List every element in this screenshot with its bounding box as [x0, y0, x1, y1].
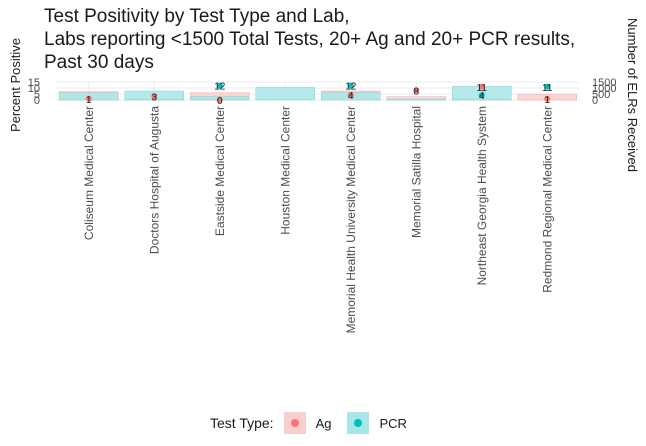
x-tick-label: Memorial Health University Medical Cente…	[344, 106, 358, 333]
legend-dot-ag	[290, 419, 299, 427]
point-pcr-2	[216, 82, 223, 89]
y-tick-label: 10	[28, 83, 40, 95]
legend-label-ag: Ag	[315, 415, 332, 431]
chart-title-line-3: Past 30 days	[44, 52, 154, 73]
y-tick-label: 0	[34, 95, 40, 107]
x-tick-label: Northeast Georgia Health System	[475, 106, 489, 285]
point-ag-2	[216, 97, 223, 103]
point-ag-6	[478, 83, 485, 90]
x-axis-labels: Coliseum Medical Center Doctors Hospital …	[82, 106, 555, 334]
legend-key-pcr	[347, 412, 370, 434]
point-label-ag-0: 1	[86, 95, 92, 106]
x-tick-label: Doctors Hospital of Augusta	[147, 106, 161, 254]
point-label-pcr-6: 4	[479, 91, 485, 102]
point-label-ag-7: 1	[544, 95, 550, 106]
bar-pcr-3	[255, 87, 315, 101]
y2-tick-label: 1000	[592, 83, 616, 95]
chart-title-line-2: Labs reporting <1500 Total Tests, 20+ Ag…	[44, 29, 575, 50]
legend-dot-pcr	[354, 419, 363, 427]
point-label-ag-1: 3	[151, 92, 157, 103]
point-label-ag-6: 11	[477, 83, 488, 94]
legend-label-pcr: PCR	[379, 415, 407, 431]
y2-tick-label: 500	[592, 89, 610, 101]
x-tick-label: Redmond Regional Medical Center	[540, 106, 554, 293]
point-ag-4	[347, 92, 354, 99]
point-ag-0	[85, 95, 92, 102]
y-axis-title: Percent Positive	[8, 38, 23, 132]
point-label-pcr-2: 12	[214, 82, 226, 93]
legend-item-ag: Ag	[283, 412, 332, 434]
point-label-pcr-4: 12	[345, 82, 357, 93]
point-ag-7	[544, 95, 551, 102]
point-ag-1	[151, 93, 158, 100]
chart-title: Test Positivity by Test Type and Lab, La…	[44, 6, 575, 73]
point-label-pcr-7: 11	[542, 83, 553, 94]
point-pcr-7	[544, 83, 551, 90]
x-tick-label: Coliseum Medical Center	[82, 106, 96, 240]
legend: Test Type: Ag PCR	[210, 408, 423, 438]
point-label-ag-4: 4	[348, 91, 354, 102]
point-ag-5	[413, 87, 420, 94]
x-tick-label: Eastside Medical Center	[213, 106, 227, 236]
chart-title-line-1: Test Positivity by Test Type and Lab,	[44, 6, 350, 27]
y-tick-label: 5	[34, 89, 40, 101]
y-tick-label: 15	[28, 77, 40, 89]
point-pcr-4	[347, 82, 354, 89]
legend-title: Test Type:	[210, 415, 274, 431]
legend-item-pcr: PCR	[347, 412, 407, 434]
point-pcr-6	[478, 92, 485, 99]
point-label-ag-5: 8	[413, 86, 419, 97]
bar-pcr-5	[386, 98, 446, 101]
point-label-ag-2: 0	[217, 96, 223, 107]
y2-tick-label: 1500	[592, 77, 616, 89]
x-tick-label: Memorial Satilla Hospital	[409, 106, 423, 238]
y2-axis-title: Number of ELRs Received	[625, 18, 640, 172]
y2-tick-label: 0	[592, 95, 598, 107]
x-tick-label: Houston Medical Center	[278, 106, 292, 235]
legend-key-ag	[283, 412, 306, 434]
